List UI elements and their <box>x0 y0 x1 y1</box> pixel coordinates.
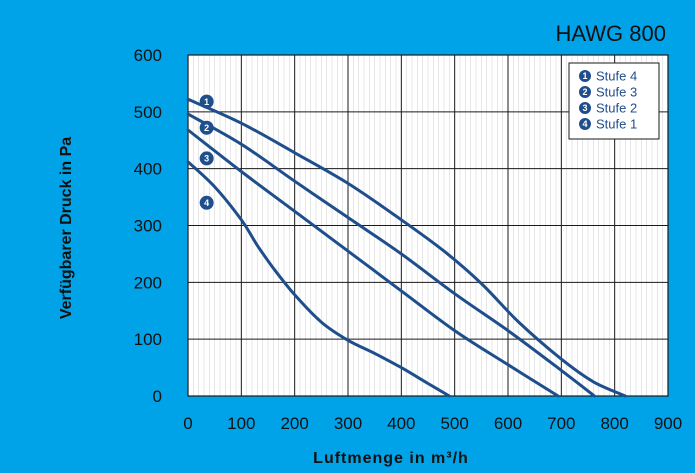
legend-marker-2 <box>579 86 591 98</box>
x-axis-title: Luftmenge in m³/h <box>313 450 469 467</box>
legend-entry: Stufe 3 <box>596 85 637 100</box>
y-tick-label: 500 <box>134 103 162 122</box>
legend-marker-label: 2 <box>582 87 587 97</box>
plot-border <box>187 54 669 397</box>
x-tick-label: 0 <box>183 414 192 433</box>
x-tick-label: 500 <box>440 414 468 433</box>
series-layer <box>186 97 627 398</box>
series-marker-3 <box>199 151 214 166</box>
series-marker-label: 3 <box>204 154 209 164</box>
y-tick-label: 300 <box>134 217 162 236</box>
grid-lines <box>187 54 669 397</box>
legend-entry: Stufe 2 <box>596 101 637 116</box>
y-axis-title: Verfügbarer Druck in Pa <box>58 137 75 319</box>
legend-marker-label: 1 <box>582 71 587 81</box>
x-tick-label: 600 <box>494 414 522 433</box>
x-tick-label: 900 <box>654 414 682 433</box>
y-tick-label: 100 <box>134 330 162 349</box>
x-tick-label: 700 <box>547 414 575 433</box>
series-marker-label: 4 <box>204 198 209 208</box>
y-tick-label: 600 <box>134 46 162 65</box>
series-line-4 <box>186 160 451 398</box>
series-marker-2 <box>199 120 214 135</box>
x-tick-label: 200 <box>280 414 308 433</box>
chart-title: HAWG 800 <box>556 21 666 46</box>
series-line-3 <box>186 128 560 398</box>
series-markers: 1 2 3 4 <box>199 94 214 210</box>
series-marker-1 <box>199 94 214 109</box>
y-axis-ticks: 0 100 200 300 400 500 600 <box>134 46 162 406</box>
x-tick-label: 800 <box>600 414 628 433</box>
series-marker-label: 1 <box>204 97 209 107</box>
y-tick-label: 200 <box>134 273 162 292</box>
series-marker-label: 2 <box>204 123 209 133</box>
legend-marker-4 <box>579 118 591 130</box>
legend-marker-1 <box>579 70 591 82</box>
y-tick-label: 0 <box>153 387 162 406</box>
legend-marker-label: 4 <box>582 119 587 129</box>
legend-entry: Stufe 1 <box>596 117 637 132</box>
legend-marker-label: 3 <box>582 103 587 113</box>
series-marker-4 <box>199 195 214 210</box>
y-tick-label: 400 <box>134 160 162 179</box>
legend-entry: Stufe 4 <box>596 69 637 84</box>
x-tick-label: 400 <box>387 414 415 433</box>
legend-items: 1 Stufe 4 2 Stufe 3 3 Stufe 2 4 Stufe 1 <box>579 69 637 132</box>
series-line-2 <box>186 112 596 398</box>
x-tick-label: 300 <box>334 414 362 433</box>
legend-marker-3 <box>579 102 591 114</box>
x-tick-label: 100 <box>227 414 255 433</box>
x-axis-ticks: 0 100 200 300 400 500 600 700 800 900 <box>183 414 682 433</box>
legend: 1 Stufe 4 2 Stufe 3 3 Stufe 2 4 Stufe 1 <box>568 62 660 140</box>
series-line-1 <box>186 97 627 398</box>
